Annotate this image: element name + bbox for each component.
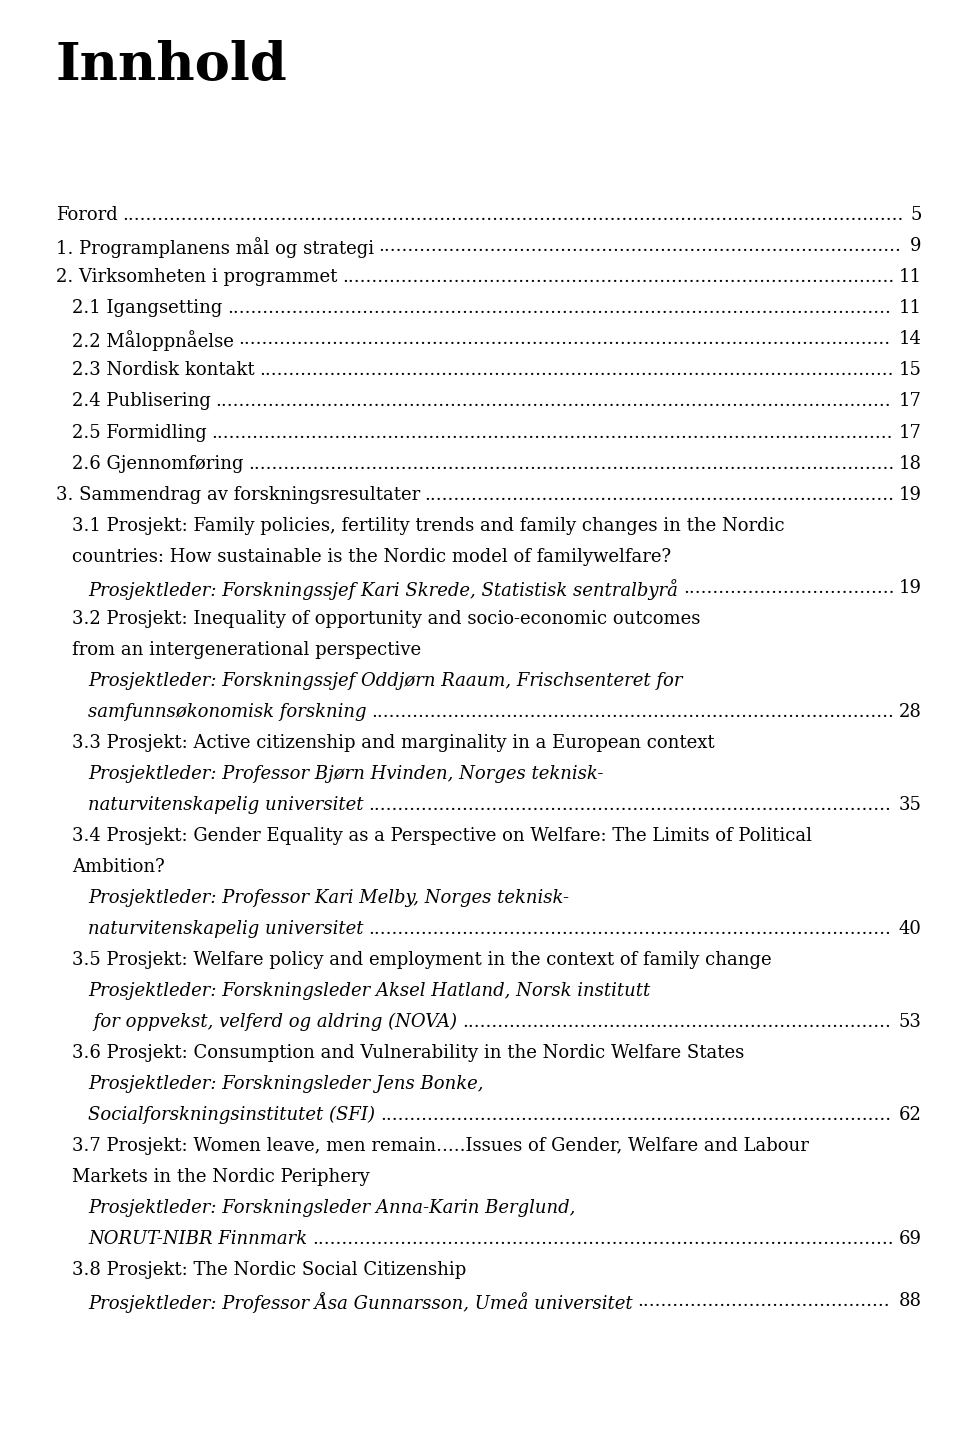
Text: from an intergenerational perspective: from an intergenerational perspective [72, 641, 421, 658]
Text: samfunnsøkonomisk forskning: samfunnsøkonomisk forskning [88, 703, 367, 720]
Text: naturvitenskapelig universitet: naturvitenskapelig universitet [88, 919, 364, 938]
Text: Forord: Forord [56, 206, 117, 224]
Text: ................................................................................: ........................................… [369, 919, 892, 938]
Text: 88: 88 [899, 1291, 922, 1310]
Text: Prosjektleder: Forskningsleder Aksel Hatland, Norsk institutt: Prosjektleder: Forskningsleder Aksel Hat… [88, 981, 651, 1000]
Text: 11: 11 [899, 299, 922, 317]
Text: 5: 5 [910, 206, 922, 224]
Text: Ambition?: Ambition? [72, 857, 165, 876]
Text: 3.7 Prosjekt: Women leave, men remain.....Issues of Gender, Welfare and Labour: 3.7 Prosjekt: Women leave, men remain...… [72, 1137, 809, 1154]
Text: 3.6 Prosjekt: Consumption and Vulnerability in the Nordic Welfare States: 3.6 Prosjekt: Consumption and Vulnerabil… [72, 1043, 744, 1062]
Text: 17: 17 [899, 423, 922, 442]
Text: Innhold: Innhold [56, 40, 287, 91]
Text: ................................................................................: ........................................… [312, 1229, 894, 1248]
Text: 3.5 Prosjekt: Welfare policy and employment in the context of family change: 3.5 Prosjekt: Welfare policy and employm… [72, 951, 772, 968]
Text: 2.6 Gjennomføring: 2.6 Gjennomføring [72, 455, 244, 472]
Text: 17: 17 [899, 392, 922, 410]
Text: 18: 18 [899, 455, 922, 472]
Text: Prosjektleder: Professor Åsa Gunnarsson, Umeå universitet: Prosjektleder: Professor Åsa Gunnarsson,… [88, 1291, 633, 1313]
Text: 3.2 Prosjekt: Inequality of opportunity and socio-economic outcomes: 3.2 Prosjekt: Inequality of opportunity … [72, 609, 701, 628]
Text: ................................................................................: ........................................… [342, 268, 894, 286]
Text: 53: 53 [899, 1013, 922, 1030]
Text: Prosjektleder: Forskningssjef Kari Skrede, Statistisk sentralbyrå: Prosjektleder: Forskningssjef Kari Skred… [88, 579, 678, 600]
Text: 3.1 Prosjekt: Family policies, fertility trends and family changes in the Nordic: 3.1 Prosjekt: Family policies, fertility… [72, 517, 784, 534]
Text: Prosjektleder: Forskningsleder Jens Bonke,: Prosjektleder: Forskningsleder Jens Bonk… [88, 1075, 484, 1092]
Text: countries: How sustainable is the Nordic model of familywelfare?: countries: How sustainable is the Nordic… [72, 547, 671, 566]
Text: ...........................................: ........................................… [637, 1291, 890, 1310]
Text: 3. Sammendrag av forskningsresultater: 3. Sammendrag av forskningsresultater [56, 485, 420, 504]
Text: Prosjektleder: Forskningsleder Anna-Karin Berglund,: Prosjektleder: Forskningsleder Anna-Kari… [88, 1199, 576, 1216]
Text: 3.4 Prosjekt: Gender Equality as a Perspective on Welfare: The Limits of Politic: 3.4 Prosjekt: Gender Equality as a Persp… [72, 827, 812, 844]
Text: ....................................: .................................... [683, 579, 895, 596]
Text: ................................................................................: ........................................… [424, 485, 895, 504]
Text: 9: 9 [910, 237, 922, 255]
Text: 1. Programplanens mål og strategi: 1. Programplanens mål og strategi [56, 237, 373, 258]
Text: naturvitenskapelig universitet: naturvitenskapelig universitet [88, 795, 364, 814]
Text: 3.8 Prosjekt: The Nordic Social Citizenship: 3.8 Prosjekt: The Nordic Social Citizens… [72, 1261, 467, 1278]
Text: 2.2 Måloppnåelse: 2.2 Måloppnåelse [72, 330, 234, 352]
Text: 62: 62 [899, 1105, 922, 1124]
Text: ................................................................................: ........................................… [369, 795, 892, 814]
Text: 40: 40 [899, 919, 922, 938]
Text: ................................................................................: ........................................… [122, 206, 903, 224]
Text: 19: 19 [899, 579, 922, 596]
Text: Prosjektleder: Professor Kari Melby, Norges teknisk-: Prosjektleder: Professor Kari Melby, Nor… [88, 889, 569, 906]
Text: ................................................................................: ........................................… [372, 703, 895, 720]
Text: ................................................................................: ........................................… [378, 237, 901, 255]
Text: ................................................................................: ........................................… [211, 423, 893, 442]
Text: 2.3 Nordisk kontakt: 2.3 Nordisk kontakt [72, 361, 254, 380]
Text: 15: 15 [899, 361, 922, 380]
Text: ................................................................................: ........................................… [380, 1105, 891, 1124]
Text: Markets in the Nordic Periphery: Markets in the Nordic Periphery [72, 1167, 370, 1186]
Text: 2.1 Igangsetting: 2.1 Igangsetting [72, 299, 223, 317]
Text: 3.3 Prosjekt: Active citizenship and marginality in a European context: 3.3 Prosjekt: Active citizenship and mar… [72, 733, 714, 752]
Text: 69: 69 [899, 1229, 922, 1248]
Text: ................................................................................: ........................................… [228, 299, 891, 317]
Text: 19: 19 [899, 485, 922, 504]
Text: 28: 28 [899, 703, 922, 720]
Text: 2.4 Publisering: 2.4 Publisering [72, 392, 211, 410]
Text: ................................................................................: ........................................… [259, 361, 894, 380]
Text: 11: 11 [899, 268, 922, 286]
Text: 2.5 Formidling: 2.5 Formidling [72, 423, 206, 442]
Text: Socialforskningsinstitutet (SFI): Socialforskningsinstitutet (SFI) [88, 1105, 375, 1124]
Text: NORUT-NIBR Finnmark: NORUT-NIBR Finnmark [88, 1229, 307, 1248]
Text: ................................................................................: ........................................… [216, 392, 891, 410]
Text: for oppvekst, velferd og aldring (NOVA): for oppvekst, velferd og aldring (NOVA) [88, 1013, 457, 1032]
Text: 2. Virksomheten i programmet: 2. Virksomheten i programmet [56, 268, 337, 286]
Text: ................................................................................: ........................................… [249, 455, 895, 472]
Text: 35: 35 [899, 795, 922, 814]
Text: Prosjektleder: Professor Bjørn Hvinden, Norges teknisk-: Prosjektleder: Professor Bjørn Hvinden, … [88, 765, 604, 782]
Text: ................................................................................: ........................................… [239, 330, 891, 348]
Text: .........................................................................: ........................................… [462, 1013, 891, 1030]
Text: 14: 14 [899, 330, 922, 348]
Text: Prosjektleder: Forskningssjef Oddjørn Raaum, Frischsenteret for: Prosjektleder: Forskningssjef Oddjørn Ra… [88, 671, 683, 690]
